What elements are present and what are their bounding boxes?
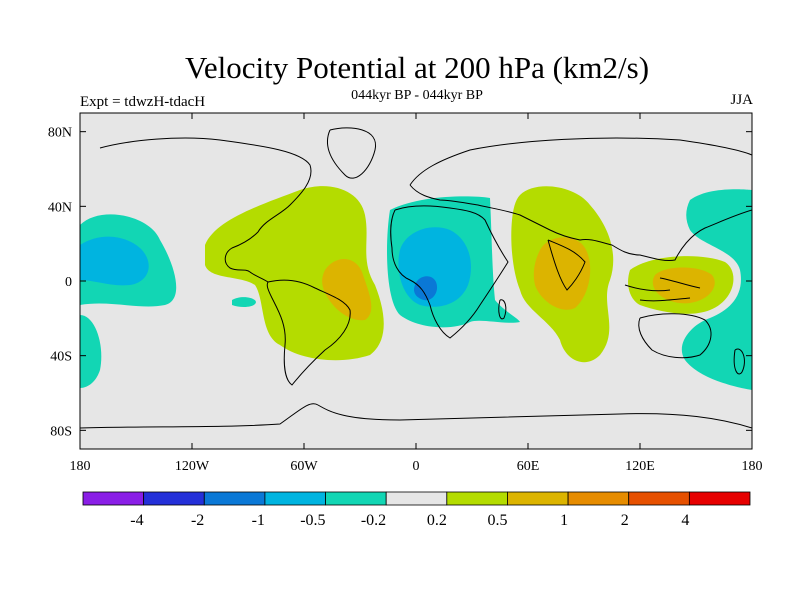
colorbar-swatch xyxy=(688,491,751,506)
x-tick-label: 120W xyxy=(175,459,210,474)
coast-india xyxy=(547,239,586,291)
colorbar-label: 0.5 xyxy=(487,512,507,529)
contour-pos-americas xyxy=(205,186,384,361)
colorbar-label: -0.2 xyxy=(361,512,386,529)
colorbar-label: -1 xyxy=(252,512,265,529)
colorbar-label: -2 xyxy=(191,512,204,529)
colorbar-label: -4 xyxy=(130,512,143,529)
colorbar-swatch xyxy=(264,491,326,506)
coast-north-america xyxy=(99,137,312,283)
colorbar-swatch xyxy=(82,491,145,506)
colorbar-swatch xyxy=(628,491,690,506)
colorbar-swatch xyxy=(203,491,266,506)
y-tick-label: 40S xyxy=(50,350,72,365)
x-tick-label: 0 xyxy=(413,459,420,474)
coast-new-zealand xyxy=(733,348,745,375)
contour-neg2-east-pacific xyxy=(80,236,149,286)
coast-greenland xyxy=(327,127,376,179)
colorbar-label: 2 xyxy=(621,512,629,529)
map-title: Velocity Potential at 200 hPa (km2/s) xyxy=(184,50,650,85)
coast-antarctica xyxy=(80,403,752,429)
colorbar-swatch xyxy=(143,491,205,506)
coastlines xyxy=(80,127,752,429)
contour-neg-west-pacific xyxy=(681,189,752,390)
contour-neg-south-pacific xyxy=(80,315,102,388)
colorbar-swatch xyxy=(507,491,569,506)
coast-madagascar xyxy=(498,299,507,320)
y-tick-label: 40N xyxy=(48,200,72,215)
x-tick-label: 180 xyxy=(70,459,91,474)
x-tick-label: 60W xyxy=(290,459,318,474)
coast-australia xyxy=(638,313,712,359)
contour-pos2-brazil xyxy=(322,258,372,321)
y-tick-label: 80S xyxy=(50,424,72,439)
contour-pos2-indian xyxy=(533,237,591,310)
coast-south-america xyxy=(266,279,351,386)
x-tick-label: 180 xyxy=(742,459,763,474)
contour-neg3-africa xyxy=(414,276,438,301)
x-tick-label: 60E xyxy=(517,459,540,474)
experiment-label: Expt = tdwzH-tdacH xyxy=(80,94,206,110)
contour-pos2-maritime xyxy=(652,267,715,304)
coast-europe-asia xyxy=(409,137,752,261)
colorbar-swatch xyxy=(325,491,387,506)
x-tick-label: 120E xyxy=(625,459,655,474)
season-label: JJA xyxy=(730,92,753,108)
colorbar-swatch xyxy=(385,491,448,506)
y-tick-label: 0 xyxy=(65,275,72,290)
colorbar-swatch xyxy=(446,491,508,506)
contour-fields xyxy=(80,186,752,390)
coast-africa xyxy=(390,205,509,339)
colorbar-swatch xyxy=(567,491,630,506)
colorbar-label: 4 xyxy=(681,512,689,529)
colorbar-label: -0.5 xyxy=(300,512,325,529)
y-tick-label: 80N xyxy=(48,126,72,141)
map-subtitle: 044kyr BP - 044kyr BP xyxy=(351,88,483,103)
colorbar-label: 0.2 xyxy=(427,512,447,529)
coast-indonesia xyxy=(624,277,701,302)
colorbar-label: 1 xyxy=(560,512,568,529)
contour-neg-small-pacific xyxy=(232,297,256,307)
